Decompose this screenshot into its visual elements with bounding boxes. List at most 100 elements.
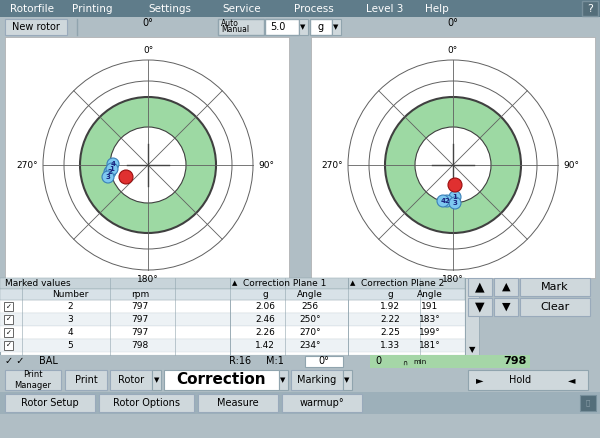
Text: Rotorfile: Rotorfile (10, 4, 54, 14)
Text: 1.33: 1.33 (380, 341, 400, 350)
Bar (164, 370, 279, 390)
Text: 797: 797 (131, 328, 149, 337)
Bar (152, 370, 161, 390)
Bar (5, 19, 67, 35)
Text: ▲: ▲ (475, 280, 485, 293)
Text: 0°: 0° (448, 18, 458, 28)
Text: 90°: 90° (563, 160, 579, 170)
Text: 0°: 0° (143, 18, 154, 28)
Text: 2.25: 2.25 (380, 328, 400, 337)
Bar (5, 37, 289, 278)
Text: ▼: ▼ (469, 346, 475, 354)
Text: 797: 797 (131, 315, 149, 324)
Text: ▼: ▼ (334, 24, 338, 30)
Text: Angle: Angle (297, 290, 323, 299)
Text: ✓: ✓ (5, 329, 11, 336)
Text: 2: 2 (67, 302, 73, 311)
Text: ∩: ∩ (403, 360, 407, 365)
Circle shape (348, 60, 558, 270)
Bar (494, 298, 518, 316)
Text: Rotor Setup: Rotor Setup (21, 398, 79, 408)
Text: Print: Print (74, 375, 97, 385)
Bar (198, 394, 278, 412)
Text: Correction: Correction (176, 372, 266, 388)
Bar (265, 19, 299, 35)
Text: ▲: ▲ (350, 280, 355, 286)
Text: Rotor Options: Rotor Options (113, 398, 180, 408)
Text: 5.0: 5.0 (271, 22, 286, 32)
Bar (0, 326, 465, 339)
Text: 798: 798 (131, 341, 149, 350)
Circle shape (449, 197, 461, 209)
Bar (0, 313, 465, 326)
Circle shape (106, 163, 118, 175)
Bar (0, 339, 465, 352)
Bar (299, 19, 308, 35)
Bar (65, 370, 107, 390)
Text: Marked values: Marked values (5, 279, 71, 288)
Text: ▼: ▼ (154, 377, 160, 383)
Circle shape (449, 191, 461, 203)
Circle shape (64, 81, 232, 249)
Text: 3: 3 (106, 174, 110, 180)
Text: ►: ► (476, 375, 484, 385)
Text: ▼: ▼ (475, 300, 485, 314)
Text: 1.42: 1.42 (255, 341, 275, 350)
Bar (343, 370, 352, 390)
Text: 1.92: 1.92 (380, 302, 400, 311)
Text: 180°: 180° (137, 275, 159, 284)
Text: Number: Number (52, 290, 88, 299)
Text: 0°: 0° (143, 46, 153, 55)
Text: Correction Plane 2: Correction Plane 2 (361, 279, 444, 288)
Bar (0, 289, 465, 300)
Text: 2: 2 (107, 169, 112, 175)
Bar (0, 368, 600, 392)
Text: ◄: ◄ (568, 375, 575, 385)
Bar (5, 370, 61, 390)
Text: 270°: 270° (16, 160, 38, 170)
Circle shape (127, 144, 169, 186)
Circle shape (107, 158, 119, 170)
Text: 90°: 90° (258, 160, 274, 170)
Text: 4: 4 (440, 198, 445, 204)
Bar (520, 278, 590, 296)
Circle shape (104, 166, 116, 178)
Text: 2.06: 2.06 (255, 302, 275, 311)
Text: 0°: 0° (448, 46, 458, 55)
Bar (468, 278, 492, 296)
Text: M:1: M:1 (266, 357, 284, 367)
Circle shape (106, 123, 190, 207)
Text: 1: 1 (110, 166, 115, 172)
Text: 797: 797 (131, 302, 149, 311)
Circle shape (448, 178, 462, 192)
Bar (310, 19, 332, 35)
Bar (4, 328, 13, 337)
Text: 1: 1 (452, 194, 457, 200)
Circle shape (415, 127, 491, 203)
Circle shape (102, 171, 114, 183)
Text: warmup°: warmup° (299, 398, 344, 408)
Text: 3: 3 (67, 315, 73, 324)
Text: New rotor: New rotor (12, 22, 60, 32)
Bar (580, 395, 596, 411)
Bar (305, 356, 343, 367)
Bar (0, 278, 465, 355)
Text: g: g (318, 22, 324, 32)
Text: rpm: rpm (131, 290, 149, 299)
Bar (465, 278, 479, 355)
Text: Service: Service (222, 4, 260, 14)
Bar (4, 302, 13, 311)
Text: Settings: Settings (148, 4, 191, 14)
Text: 2.46: 2.46 (255, 315, 275, 324)
Circle shape (110, 127, 186, 203)
Text: Process: Process (294, 4, 334, 14)
Text: Printing: Printing (72, 4, 113, 14)
Text: 234°: 234° (299, 341, 321, 350)
Text: ▼: ▼ (502, 302, 510, 312)
Text: Mark: Mark (541, 282, 569, 292)
Text: 191: 191 (421, 302, 439, 311)
Circle shape (85, 102, 211, 228)
Text: g: g (262, 290, 268, 299)
Bar (468, 370, 588, 390)
Circle shape (432, 144, 474, 186)
